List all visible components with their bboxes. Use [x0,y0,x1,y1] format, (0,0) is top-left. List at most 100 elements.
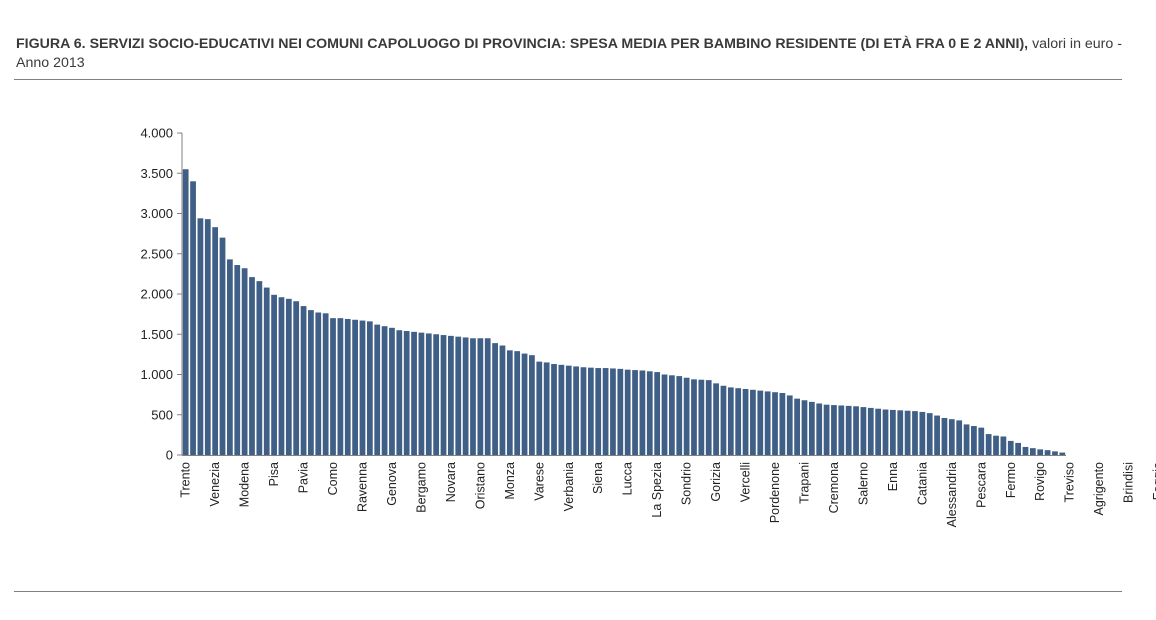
bar [794,398,800,455]
bar [897,410,904,455]
figure-title-main: FIGURA 6. SERVIZI SOCIO-EDUCATIVI NEI CO… [16,36,1029,52]
bar [418,332,425,455]
bar [499,345,506,455]
bar [661,374,668,455]
x-tick-label: Brindisi [1122,462,1136,503]
bar [477,338,484,455]
bar [823,404,830,455]
bar [853,406,859,455]
y-tick-label: 2.000 [140,287,173,302]
bar [867,407,874,455]
bar [993,435,999,455]
bar [971,426,977,455]
bar [587,367,594,455]
x-tick-label: Varese [532,462,546,501]
bar [352,319,358,455]
bar [565,365,572,455]
x-tick-label: Fermo [1004,462,1018,498]
bar [779,393,786,455]
bar [366,321,373,455]
bar [705,380,712,455]
bar [1007,440,1014,455]
x-tick-label: Vercelli [739,462,753,502]
bar [337,318,344,455]
bar [219,237,226,455]
y-tick-label: 2.500 [140,246,173,261]
y-tick-label: 3.000 [140,206,173,221]
x-tick-label: Genova [385,462,399,506]
bar [234,265,241,455]
y-axis: 0 500 1.000 1.500 2.000 2.500 3.000 3.500 4.000 [140,126,183,463]
bar [860,407,867,455]
y-tick-label: 0 [166,448,173,463]
bar [263,287,270,455]
bar [455,336,462,455]
bar [396,330,403,455]
x-tick-label: Ravenna [355,462,369,512]
bar [639,370,646,455]
x-tick-label: Catania [915,462,929,505]
bar [529,355,535,455]
x-tick-label: Pisa [267,462,281,486]
bar [676,376,683,455]
bar [978,427,985,455]
x-tick-label: Salerno [856,462,870,505]
bar [919,411,926,455]
bar [440,335,447,455]
bar [462,337,469,455]
x-tick-label: Verbania [562,462,576,511]
bar [514,351,521,455]
bar [890,409,896,455]
bar [197,218,204,455]
x-tick-label: La Spezia [650,462,664,518]
bar [912,411,918,455]
bar [580,367,587,455]
bar [941,417,948,455]
x-tick-label: Venezia [208,462,222,507]
bar [691,379,697,455]
bar [646,371,653,455]
bar [330,318,336,455]
bar [285,298,292,455]
bar [875,408,882,455]
bar [904,410,911,455]
bar [190,181,196,456]
bar [1015,442,1021,455]
y-tick-label: 500 [151,407,173,422]
bar [683,377,690,455]
bar [757,390,764,455]
bar [433,334,440,455]
bar [1000,436,1007,455]
bar [300,306,307,455]
bar [344,318,351,455]
bar [831,405,837,455]
bar [470,338,476,455]
bar [934,415,940,455]
bar [1029,448,1036,455]
bar [1022,446,1029,455]
bar [985,434,992,455]
bar [838,405,845,455]
bar [381,326,388,455]
bar [956,420,963,455]
x-tick-label: Lucca [621,462,635,495]
bar [227,259,233,455]
bars [182,169,1066,456]
y-tick-label: 1.000 [140,367,173,382]
bar [816,403,823,455]
bar [322,313,329,455]
bar [698,379,705,455]
bar [632,370,638,455]
bar [713,383,719,455]
x-tick-label: Trento [179,462,193,498]
x-tick-label: Rovigo [1033,462,1047,501]
bar [411,331,417,455]
bar [249,277,255,455]
bar [764,391,771,455]
bar [374,324,381,455]
x-tick-label: Alessandria [945,462,959,527]
bar [786,395,793,455]
x-tick-label: Bergamo [414,462,428,513]
bar [602,368,609,455]
x-tick-label: Pescara [974,462,988,508]
